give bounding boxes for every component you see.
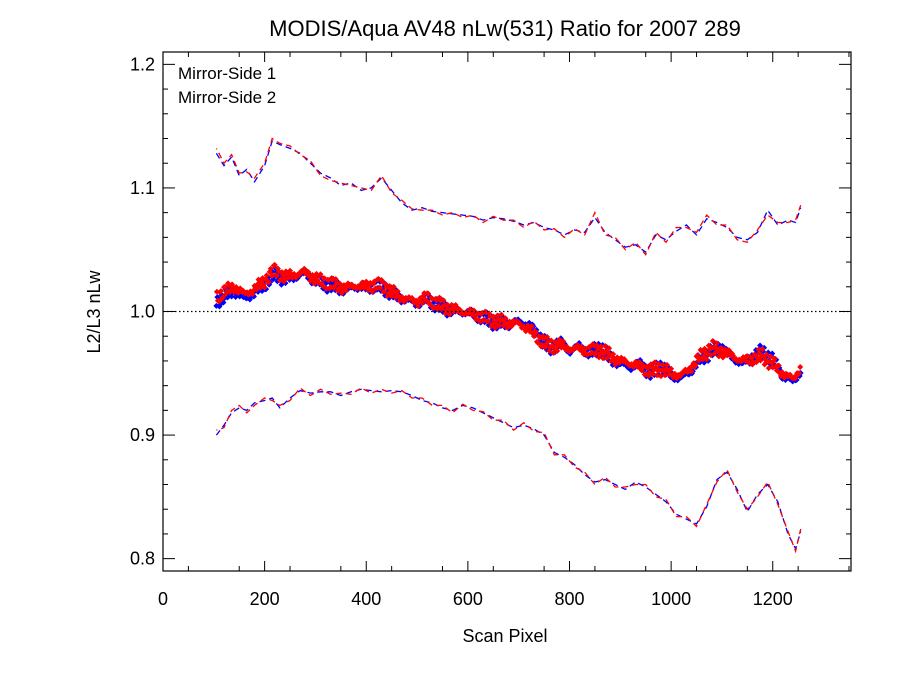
data-point: [261, 284, 268, 291]
data-point: [709, 338, 716, 345]
y-tick-label: 1.2: [130, 54, 155, 74]
data-point: [610, 351, 617, 358]
data-point: [662, 372, 669, 379]
x-tick-label: 800: [554, 589, 584, 609]
lower-bound-line: [215, 388, 802, 551]
data-point: [796, 370, 803, 377]
data-point: [600, 355, 607, 362]
chart-title: MODIS/Aqua AV48 nLw(531) Ratio for 2007 …: [269, 16, 741, 41]
data-point: [664, 361, 671, 368]
x-tick-label: 0: [158, 589, 168, 609]
data-point: [305, 268, 312, 275]
data-point: [668, 365, 675, 372]
data-point: [606, 345, 613, 352]
data-point: [657, 373, 664, 380]
y-axis-label: L2/L3 nLw: [84, 269, 104, 353]
data-point: [757, 357, 764, 364]
data-point: [415, 303, 422, 310]
data-point: [560, 338, 567, 345]
data-point: [767, 353, 774, 360]
data-point: [369, 288, 376, 295]
data-point: [759, 346, 766, 353]
data-point: [649, 371, 656, 378]
data-point: [263, 272, 270, 279]
data-point: [544, 333, 551, 340]
data-point: [550, 349, 557, 356]
data-point: [381, 288, 388, 295]
data-point: [444, 301, 451, 308]
data-point: [602, 343, 609, 350]
y-tick-label: 0.9: [130, 425, 155, 445]
data-point: [317, 271, 324, 278]
upper-bound-line: [215, 137, 802, 256]
series-mirror-side-2: [213, 137, 804, 554]
data-point: [532, 329, 539, 336]
data-point: [700, 353, 707, 360]
data-point: [425, 290, 432, 297]
data-point: [390, 283, 397, 290]
data-point: [655, 361, 662, 368]
data-point: [506, 318, 513, 325]
x-tick-label: 200: [250, 589, 280, 609]
data-point: [496, 322, 503, 329]
data-point: [592, 349, 599, 356]
data-point: [446, 311, 453, 318]
data-point: [219, 294, 226, 301]
legend: Mirror-Side 1 Mirror-Side 2: [178, 64, 276, 107]
data-point: [688, 368, 695, 375]
data-point: [273, 272, 280, 279]
data-point: [528, 323, 535, 330]
y-tick-label: 1.1: [130, 178, 155, 198]
x-tick-label: 1200: [753, 589, 793, 609]
plot-area: 0 200 400 600 800 1000 1200 0.8 0.9 1.0 1.1 1.2: [130, 51, 852, 609]
x-tick-label: 1000: [651, 589, 691, 609]
data-point: [435, 303, 442, 310]
data-point: [427, 301, 434, 308]
data-point: [765, 365, 772, 372]
legend-entry-mirror-side-1: Mirror-Side 1: [178, 64, 276, 83]
y-tick-label: 0.8: [130, 549, 155, 569]
data-point: [440, 297, 447, 304]
x-axis-label: Scan Pixel: [462, 626, 547, 646]
axis-layer: 0 200 400 600 800 1000 1200 0.8 0.9 1.0 1.1 1.2: [130, 52, 851, 609]
data-point: [394, 288, 401, 295]
legend-entry-mirror-side-2: Mirror-Side 2: [178, 88, 276, 107]
data-point: [775, 362, 782, 369]
data-point: [703, 356, 710, 363]
data-point: [311, 280, 318, 287]
data-point: [508, 323, 515, 330]
data-point: [485, 318, 492, 325]
data-point: [719, 354, 726, 361]
data-point: [797, 363, 804, 370]
series-layer: [213, 137, 804, 554]
lower-bound-line: [216, 387, 802, 554]
data-point: [659, 362, 666, 369]
data-point: [498, 311, 505, 318]
data-point: [554, 347, 561, 354]
data-point: [692, 361, 699, 368]
data-point: [489, 321, 496, 328]
data-point: [377, 285, 384, 292]
data-point: [342, 287, 349, 294]
data-point: [748, 355, 755, 362]
y-tick-label: 1.0: [130, 302, 155, 322]
data-point: [271, 261, 278, 268]
data-point: [771, 355, 778, 362]
data-point: [253, 286, 260, 293]
data-point: [217, 288, 224, 295]
data-point: [419, 300, 426, 307]
data-point: [653, 372, 660, 379]
x-tick-label: 600: [453, 589, 483, 609]
data-point: [713, 340, 720, 347]
data-point: [265, 279, 272, 286]
series-mirror-side-1: [213, 140, 804, 551]
upper-bound-line: [215, 140, 802, 254]
data-point: [726, 347, 733, 354]
data-point: [502, 315, 509, 322]
x-tick-label: 400: [351, 589, 381, 609]
data-point: [492, 324, 499, 331]
data-point: [267, 265, 274, 272]
data-point: [598, 343, 605, 350]
